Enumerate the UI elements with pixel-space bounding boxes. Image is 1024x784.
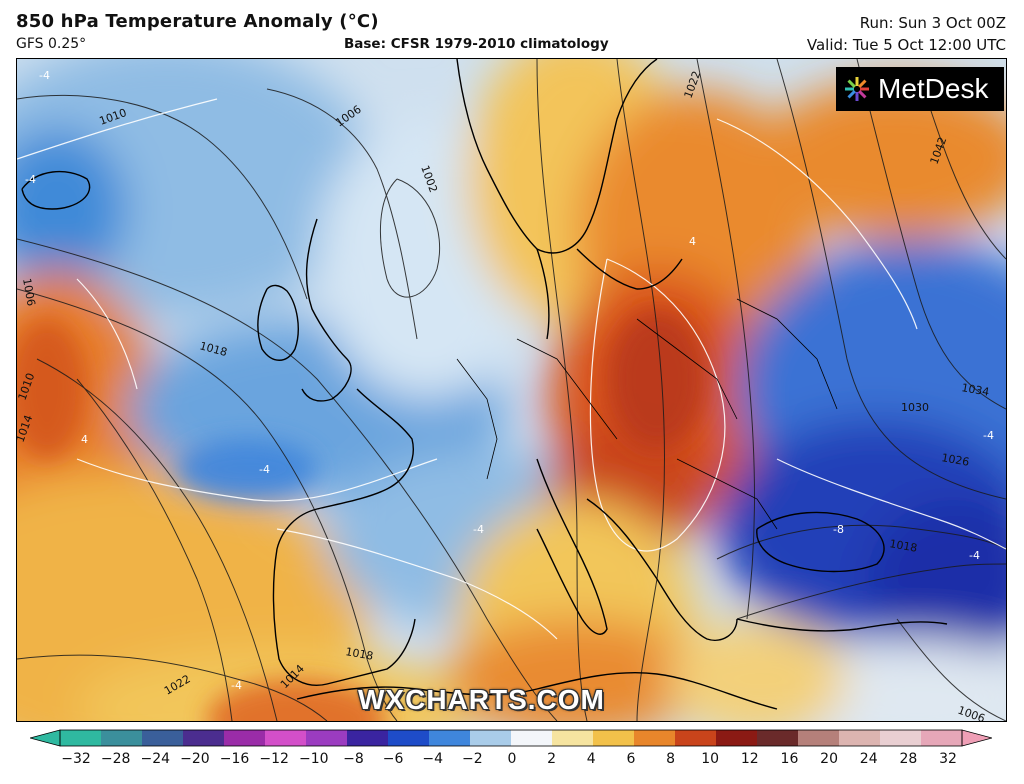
isobar-label: 1026 <box>940 451 970 469</box>
chart-header: 850 hPa Temperature Anomaly (°C) GFS 0.2… <box>0 0 1024 58</box>
colorbar-segment <box>142 730 184 746</box>
colorbar-segment <box>552 730 594 746</box>
colorbar-segment <box>880 730 922 746</box>
colorbar-tick-label: −32 <box>61 751 91 767</box>
colorbar-segment <box>347 730 389 746</box>
colorbar-tick-label: 24 <box>859 751 878 767</box>
colorbar-tick-label: −12 <box>259 751 289 767</box>
isobar-label: 1030 <box>901 401 929 414</box>
anomaly-label: -8 <box>833 523 844 536</box>
colorbar-min-arrow <box>30 729 61 747</box>
anomaly-label: -4 <box>259 463 270 476</box>
colorbar-tick-label: 10 <box>701 751 720 767</box>
colorbar-tick-label: 32 <box>939 751 957 767</box>
watermark: WXCHARTS.COM <box>358 684 605 715</box>
climatology-base-label: Base: CFSR 1979-2010 climatology <box>344 36 609 52</box>
colorbar-segment <box>716 730 758 746</box>
colorbar-segment <box>798 730 840 746</box>
colorbar-segment <box>511 730 553 746</box>
anomaly-label: -4 <box>25 173 36 186</box>
metdesk-logo: MetDesk <box>836 67 1004 111</box>
colorbar-segment <box>757 730 799 746</box>
colorbar-segment <box>183 730 225 746</box>
colorbar-tick-label: 12 <box>740 751 759 767</box>
anomaly-label: -4 <box>969 549 980 562</box>
colorbar-tick-label: −28 <box>100 751 131 767</box>
colorbar-frame <box>59 729 963 747</box>
colorbar-segment <box>265 730 307 746</box>
colorbar-ticks: −32 −28 −24 −20 −16 −12 −10 −8 −6 −4 −2 0 2 4 6 8 10 12 16… <box>0 749 1024 775</box>
colorbar-tick-label: −24 <box>140 751 171 767</box>
anomaly-label: 4 <box>689 235 696 248</box>
colorbar-tick-label: −8 <box>343 751 364 767</box>
isobar-label: 1018 <box>344 645 374 663</box>
colorbar-tick-label: 20 <box>820 751 838 767</box>
anomaly-label: 4 <box>81 433 88 446</box>
run-time-label: Run: Sun 3 Oct 00Z <box>859 14 1006 32</box>
colorbar-segment <box>921 730 963 746</box>
logo-text: MetDesk <box>878 73 989 104</box>
colorbar-tick-label: 28 <box>899 751 918 767</box>
colorbar-segment <box>470 730 512 746</box>
map-canvas: 1010 1006 1002 1022 1042 1006 1010 1014 … <box>17 59 1006 721</box>
colorbar-segment <box>429 730 471 746</box>
colorbar-tick-label: −10 <box>299 751 329 767</box>
colorbar-tick-label: −20 <box>180 751 210 767</box>
colorbar-segment <box>634 730 676 746</box>
colorbar-tick-label: 8 <box>666 751 675 767</box>
colorbar-segment <box>224 730 266 746</box>
colorbar-tick-label: −6 <box>382 751 404 767</box>
colorbar-tick-label: 6 <box>626 751 636 767</box>
colorbar-segment <box>839 730 881 746</box>
colorbar-tick-label: 4 <box>586 751 596 767</box>
colorbar-segment <box>388 730 430 746</box>
anomaly-label: -4 <box>983 429 994 442</box>
colorbar-tick-label: 2 <box>547 751 557 767</box>
colorbar <box>30 729 992 747</box>
isobar-label: 1018 <box>888 537 918 555</box>
colorbar-tick-label: 16 <box>780 751 799 767</box>
colorbar-segment <box>675 730 717 746</box>
anomaly-label: -4 <box>231 679 242 692</box>
colorbar-tick-label: −4 <box>422 751 444 767</box>
colorbar-tick-label: −2 <box>462 751 483 767</box>
anomaly-label: -4 <box>39 69 50 82</box>
colorbar-tick-label: 0 <box>507 751 517 767</box>
chart-title: 850 hPa Temperature Anomaly (°C) <box>16 11 379 32</box>
anomaly-map[interactable]: 1010 1006 1002 1022 1042 1006 1010 1014 … <box>16 58 1007 722</box>
colorbar-max-arrow <box>961 729 992 747</box>
anomaly-label: -4 <box>473 523 484 536</box>
model-label: GFS 0.25° <box>16 36 87 52</box>
colorbar-segment <box>101 730 143 746</box>
colorbar-segment <box>593 730 635 746</box>
metdesk-star-icon <box>845 77 869 101</box>
colorbar-segment <box>306 730 348 746</box>
colorbar-segment <box>60 730 102 746</box>
isobar-label: 1006 <box>20 277 38 307</box>
colorbar-tick-label: −16 <box>219 751 250 767</box>
isobar-label: 1034 <box>960 381 990 399</box>
valid-time-label: Valid: Tue 5 Oct 12:00 UTC <box>806 36 1006 54</box>
